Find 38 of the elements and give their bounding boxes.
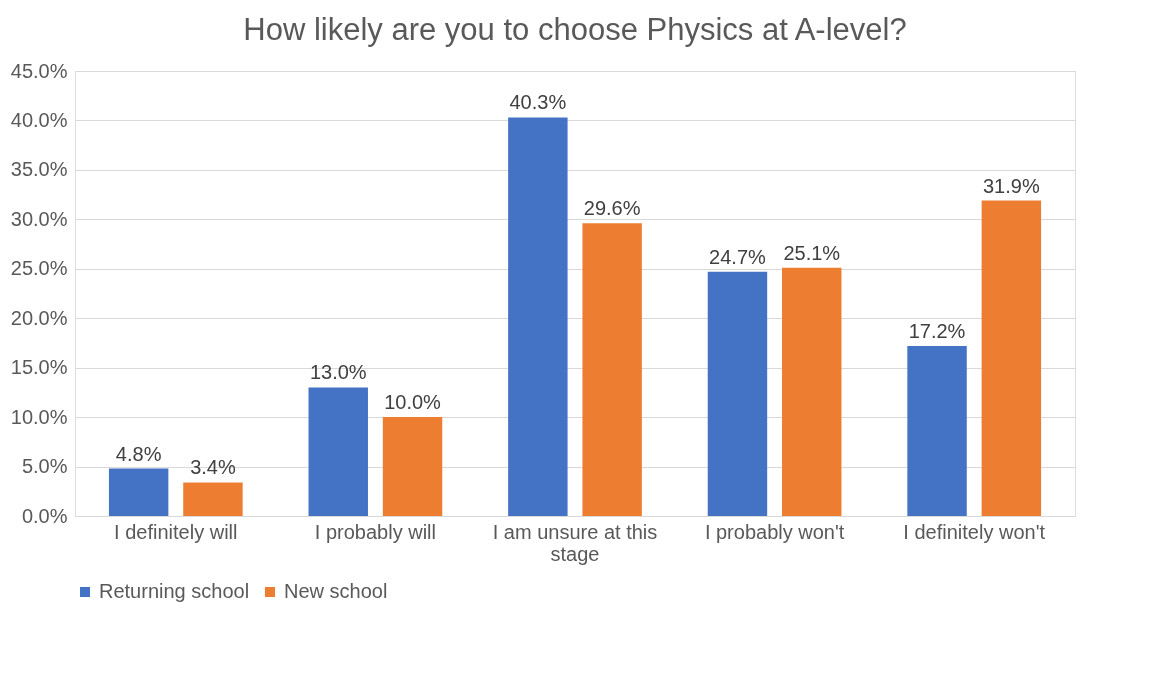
y-tick-label: 45.0% bbox=[10, 59, 68, 82]
data-label: 4.8% bbox=[115, 442, 162, 465]
bar bbox=[308, 387, 368, 516]
bar bbox=[382, 417, 443, 516]
y-tick-label: 5.0% bbox=[21, 455, 68, 478]
bar bbox=[981, 200, 1042, 516]
y-tick-label: 20.0% bbox=[10, 306, 68, 329]
y-tick-label: 10.0% bbox=[10, 405, 68, 428]
bar bbox=[707, 271, 768, 516]
data-label: 10.0% bbox=[384, 391, 442, 414]
data-label: 29.6% bbox=[583, 197, 641, 220]
y-tick-label: 25.0% bbox=[10, 257, 68, 280]
y-tick-label: 0.0% bbox=[21, 504, 68, 527]
legend-label: Returning school bbox=[99, 580, 250, 602]
x-tick-label: I probably will bbox=[314, 520, 436, 543]
data-label: 31.9% bbox=[982, 174, 1040, 197]
data-label: 13.0% bbox=[309, 361, 367, 384]
data-label: 24.7% bbox=[709, 245, 767, 268]
bar bbox=[508, 117, 568, 516]
x-tick-label: I definitely will bbox=[114, 520, 238, 543]
y-tick-label: 35.0% bbox=[10, 158, 68, 181]
y-tick-label: 40.0% bbox=[10, 108, 68, 131]
x-tick-label: I probably won't bbox=[704, 520, 845, 543]
y-tick-label: 15.0% bbox=[10, 356, 68, 379]
x-tick-label: I am unsure at this stage bbox=[492, 520, 658, 565]
bar bbox=[782, 267, 842, 516]
bar bbox=[108, 468, 169, 516]
data-label: 25.1% bbox=[783, 241, 841, 264]
x-tick-label: I definitely won't bbox=[903, 520, 1046, 543]
legend-label: New school bbox=[284, 580, 388, 602]
bar bbox=[582, 223, 642, 516]
y-tick-label: 30.0% bbox=[10, 207, 68, 230]
chart-title: How likely are you to choose Physics at A-level? bbox=[243, 12, 907, 47]
bar bbox=[907, 345, 967, 516]
data-label: 3.4% bbox=[190, 456, 236, 479]
data-label: 40.3% bbox=[509, 91, 567, 114]
bar bbox=[183, 482, 243, 516]
data-label: 17.2% bbox=[908, 319, 966, 342]
